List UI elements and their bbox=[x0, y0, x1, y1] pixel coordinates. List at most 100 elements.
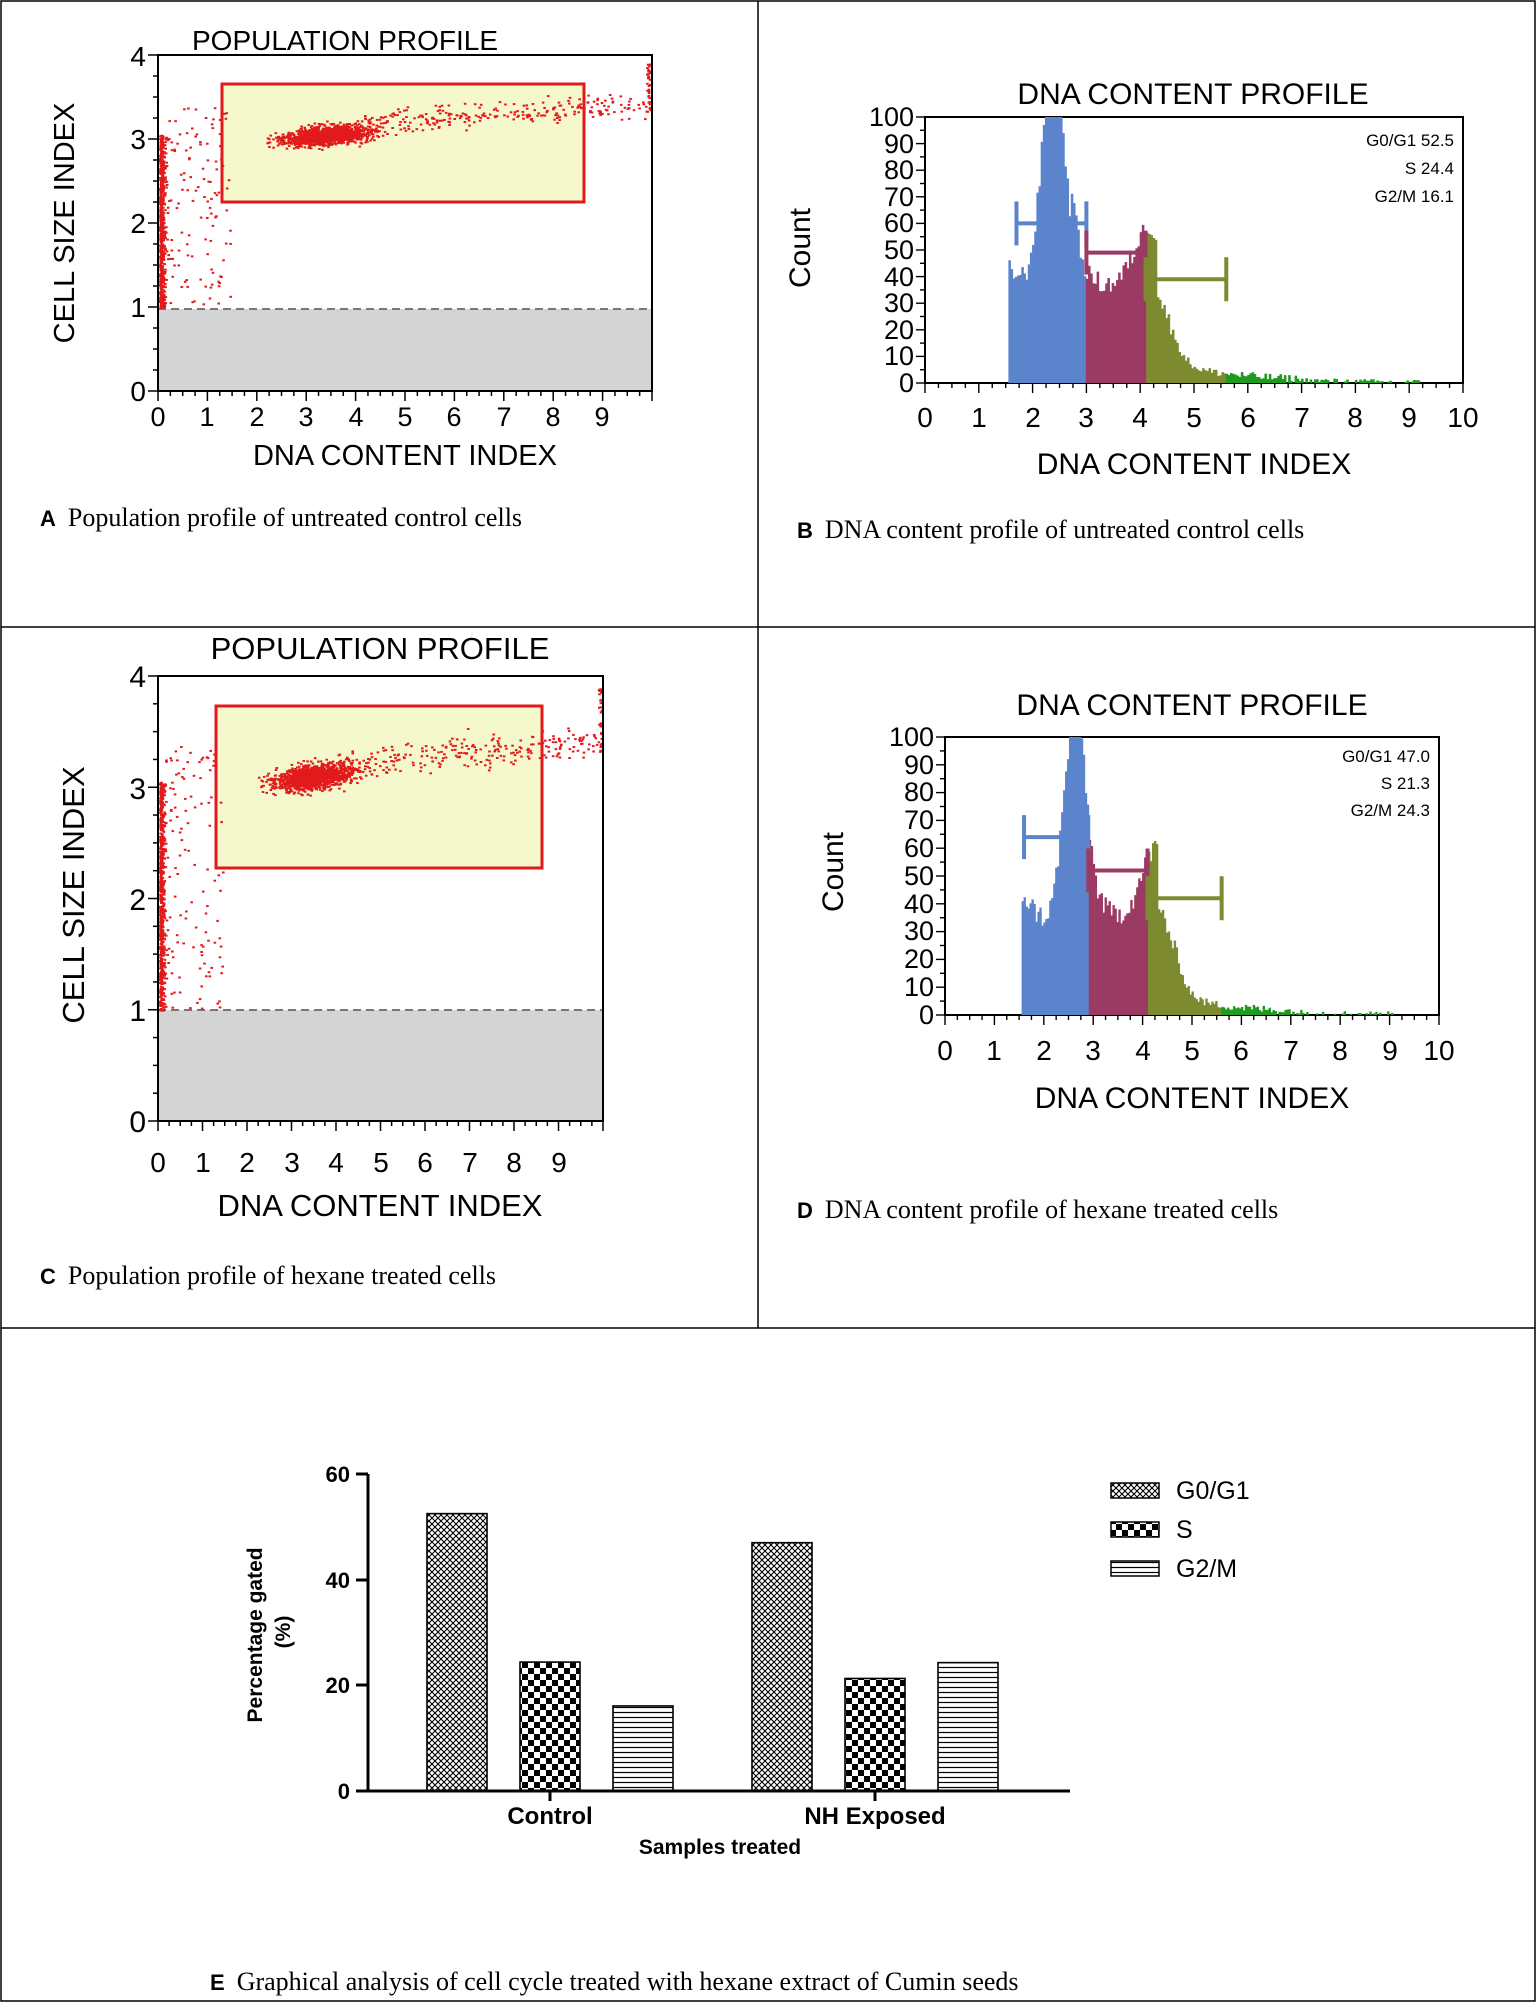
scatter-point-gated bbox=[454, 745, 457, 747]
scatter-point-debris bbox=[171, 141, 174, 143]
scatter-point-gated bbox=[433, 749, 436, 751]
scatter-point-debris bbox=[192, 200, 195, 202]
scatter-point-gated bbox=[517, 115, 520, 117]
scatter-point-debris bbox=[177, 203, 180, 205]
scatter-point-gated bbox=[279, 787, 282, 789]
scatter-point-gated bbox=[319, 772, 322, 774]
scatter-point-debris bbox=[161, 824, 164, 826]
scatter-point-debris bbox=[171, 276, 174, 278]
scatter-point-debris bbox=[187, 254, 190, 256]
scatter-point-debris bbox=[160, 856, 163, 858]
scatter-point-gated bbox=[592, 751, 595, 753]
scatter-point-debris bbox=[163, 196, 166, 198]
scatter-point-debris bbox=[163, 172, 166, 174]
scatter-point-debris bbox=[160, 260, 163, 262]
scatter-point-gated bbox=[289, 134, 292, 136]
scatter-point-gated bbox=[311, 771, 314, 773]
scatter-point-gated bbox=[313, 131, 316, 133]
scatter-point-gated bbox=[443, 753, 446, 755]
scatter-point-debris bbox=[185, 911, 188, 913]
scatter-point-gated bbox=[480, 761, 483, 763]
tick-label: 30 bbox=[884, 288, 914, 318]
scatter-point-gated bbox=[336, 784, 339, 786]
scatter-point-debris bbox=[212, 127, 215, 129]
scatter-point-gated bbox=[311, 137, 314, 139]
scatter-point-debris bbox=[164, 148, 167, 150]
scatter-point-debris bbox=[164, 141, 167, 143]
scatter-point-gated bbox=[325, 137, 328, 139]
scatter-point-debris bbox=[160, 829, 163, 831]
scatter-point-debris bbox=[161, 817, 164, 819]
scatter-point-gated bbox=[520, 740, 523, 742]
scatter-point-gated bbox=[275, 137, 278, 139]
scatter-point-gated bbox=[343, 124, 346, 126]
scatter-point-gated bbox=[308, 138, 311, 140]
scatter-point-debris bbox=[160, 983, 163, 985]
scatter-point-gated bbox=[310, 789, 313, 791]
scatter-point-gated bbox=[276, 141, 279, 143]
scatter-point-gated bbox=[308, 145, 311, 147]
scatter-point-gated bbox=[349, 769, 352, 771]
scatter-point-gated bbox=[580, 743, 583, 745]
scatter-point-debris bbox=[161, 879, 164, 881]
scatter-point-debris bbox=[159, 867, 162, 869]
scatter-point-gated bbox=[341, 126, 344, 128]
scatter-point-gated bbox=[530, 118, 533, 120]
scatter-point-debris bbox=[205, 931, 208, 933]
scatter-point-debris bbox=[159, 921, 162, 923]
scatter-point-gated bbox=[369, 123, 372, 125]
scatter-point-debris bbox=[163, 982, 166, 984]
scatter-point-debris bbox=[172, 1007, 175, 1009]
scatter-point-debris bbox=[206, 143, 209, 145]
scatter-point-debris bbox=[183, 179, 186, 181]
scatter-point-gated bbox=[397, 108, 400, 110]
scatter-point-gated bbox=[380, 122, 383, 124]
scatter-point-debris bbox=[169, 757, 172, 759]
scatter-point-debris bbox=[206, 217, 209, 219]
scatter-point-gated bbox=[355, 768, 358, 770]
scatter-point-gated bbox=[504, 104, 507, 106]
scatter-point-debris bbox=[219, 119, 222, 121]
tick-label: 4 bbox=[130, 41, 146, 72]
scatter-point-gated bbox=[598, 110, 601, 112]
panel-a-y-tick-labels: 0 1 2 3 4 bbox=[130, 41, 146, 407]
scatter-point-debris bbox=[217, 303, 220, 305]
scatter-point-gated bbox=[303, 127, 306, 129]
scatter-point-debris bbox=[164, 880, 167, 882]
scatter-point-gated bbox=[338, 788, 341, 790]
scatter-point-debris bbox=[166, 165, 169, 167]
tick-label: 10 bbox=[884, 341, 914, 371]
scatter-point-gated bbox=[323, 135, 326, 137]
scatter-point-gated bbox=[313, 134, 316, 136]
scatter-point-gated bbox=[320, 141, 323, 143]
scatter-point-gated bbox=[335, 130, 338, 132]
scatter-point-debris bbox=[160, 221, 163, 223]
scatter-point-debris bbox=[164, 209, 167, 211]
scatter-point-gated bbox=[376, 119, 379, 121]
scatter-point-gated bbox=[522, 118, 525, 120]
scatter-point-debris bbox=[163, 831, 166, 833]
scatter-point-gated bbox=[321, 144, 324, 146]
scatter-point-gated bbox=[288, 774, 291, 776]
scatter-point-gated bbox=[522, 111, 525, 113]
scatter-point-debris bbox=[160, 809, 163, 811]
scatter-point-debris bbox=[161, 155, 164, 157]
scatter-point-gated bbox=[293, 148, 296, 150]
scatter-point-gated bbox=[334, 125, 337, 127]
scatter-point-gated bbox=[545, 757, 548, 759]
scatter-point-debris bbox=[192, 946, 195, 948]
tick-label: 80 bbox=[884, 155, 914, 185]
scatter-point-gated bbox=[283, 140, 286, 142]
scatter-point-gated bbox=[480, 117, 483, 119]
scatter-point-gated bbox=[305, 141, 308, 143]
scatter-point-gated bbox=[396, 114, 399, 116]
scatter-point-debris bbox=[226, 188, 229, 190]
scatter-point-gated bbox=[296, 140, 299, 142]
scatter-point-debris bbox=[160, 833, 163, 835]
scatter-point-gated bbox=[382, 761, 385, 763]
scatter-point-gated bbox=[331, 784, 334, 786]
scatter-point-gated bbox=[315, 132, 318, 134]
scatter-point-gated bbox=[603, 105, 606, 107]
scatter-point-debris bbox=[209, 825, 212, 827]
scatter-point-gated bbox=[276, 767, 279, 769]
